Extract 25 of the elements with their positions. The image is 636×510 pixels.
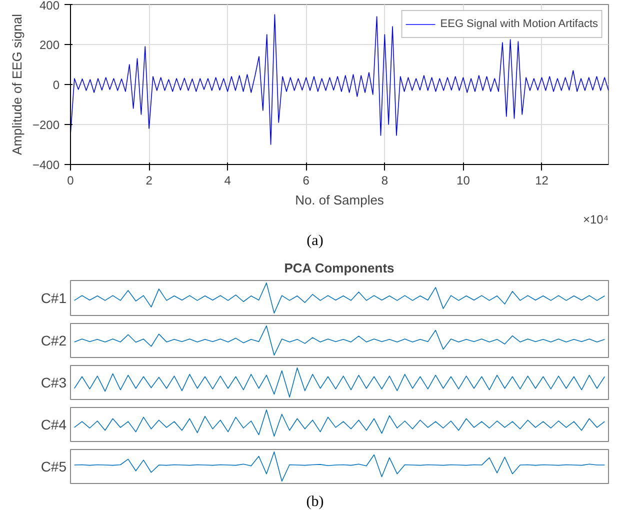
x-tick-label: 8 (381, 174, 388, 188)
x-tick-label: 6 (302, 174, 310, 188)
y-tick-label: −200 (32, 118, 60, 132)
y-tick-label: 0 (52, 78, 60, 92)
x-tick-label: 10 (456, 174, 470, 188)
y-tick-label: 400 (39, 0, 60, 12)
text: (a) (306, 232, 324, 251)
y-axis-title: C#3 (40, 374, 67, 390)
y-axis-title: Amplitude of EEG signal (9, 14, 24, 155)
line-series (70, 14, 608, 145)
text: ×10⁴ (582, 212, 609, 226)
y-axis-title: C#1 (40, 290, 67, 306)
text: (b) (306, 493, 324, 510)
y-axis-title: C#2 (40, 332, 67, 348)
y-axis-title: C#4 (40, 416, 67, 432)
x-axis-title: No. of Samples (295, 192, 384, 208)
x-tick-label: 2 (146, 174, 153, 188)
x-tick-label: 0 (67, 174, 74, 188)
legend-label: EEG Signal with Motion Artifacts (440, 18, 598, 30)
y-tick-label: 200 (39, 38, 60, 52)
y-axis-title: C#5 (40, 458, 67, 474)
x-tick-label: 12 (535, 174, 549, 188)
x-tick-label: 4 (224, 174, 232, 188)
y-tick-label: −400 (32, 158, 60, 172)
chart-title: PCA Components (284, 260, 394, 276)
